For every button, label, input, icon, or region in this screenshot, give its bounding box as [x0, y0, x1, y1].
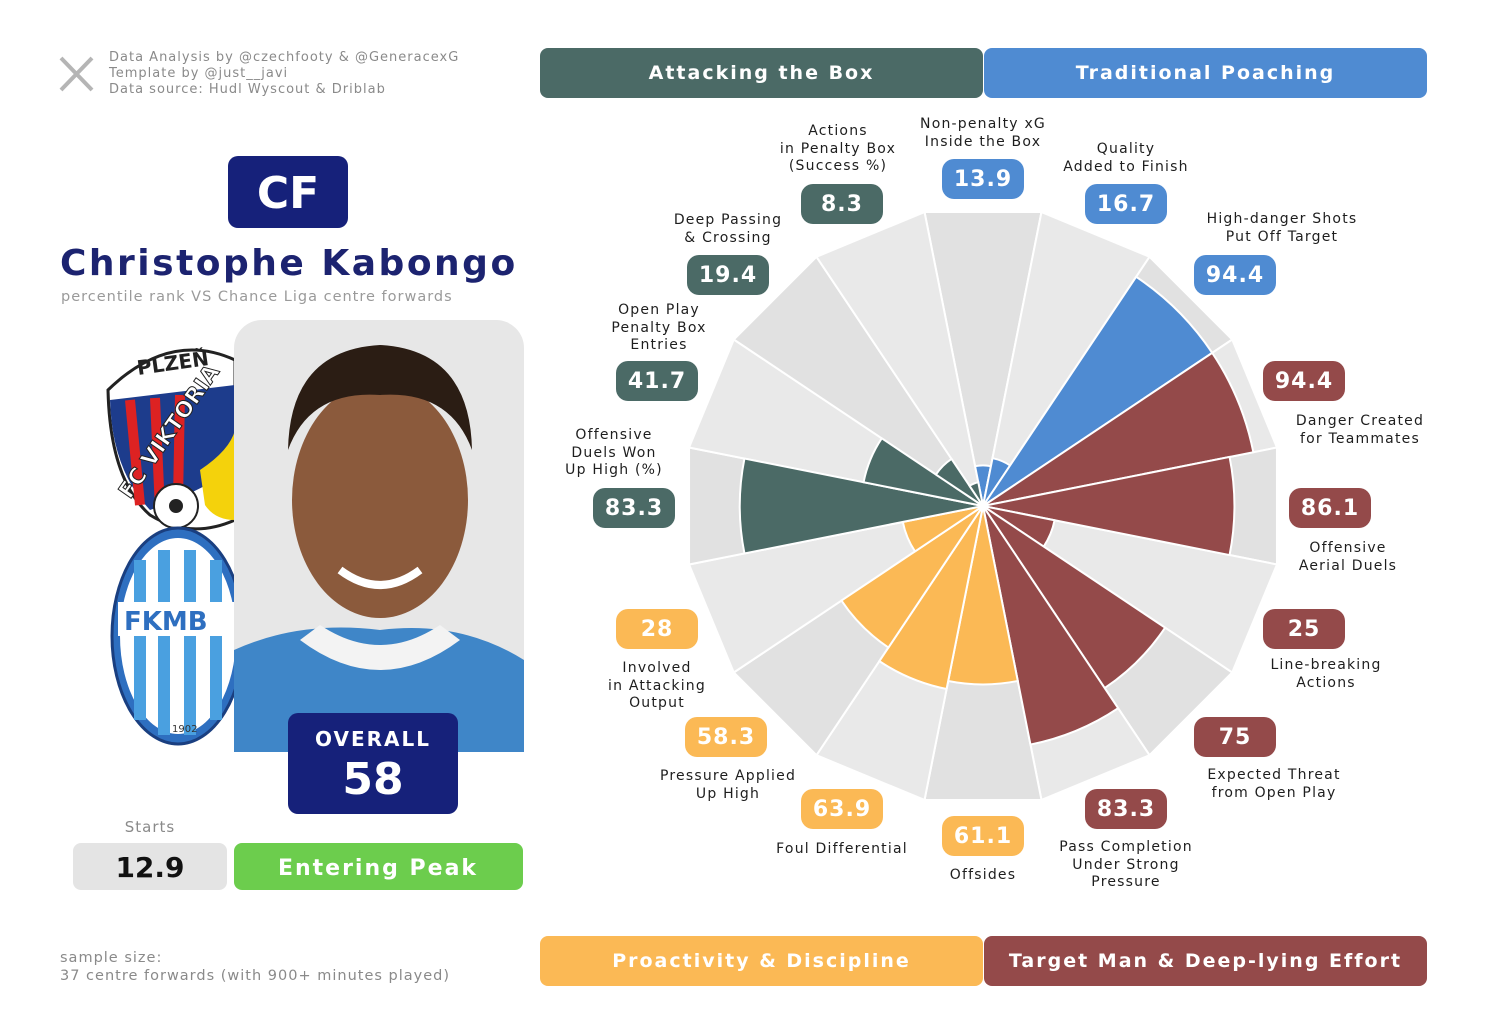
status: Entering Peak [278, 856, 478, 881]
club-logo-plzen: PLZEŇ FC VIKTORIA [106, 346, 237, 531]
position: CF [257, 168, 319, 219]
value-badge: 63.9 [801, 789, 883, 829]
logo-text: 1902 [172, 724, 197, 735]
wedge [862, 436, 984, 507]
starts-label: Starts [125, 818, 175, 836]
group-header: Attacking the Box [540, 48, 983, 98]
wedge [934, 457, 984, 507]
logo-text: FKMB [124, 607, 208, 637]
category-label: Open Play Penalty Box Entries [611, 302, 707, 353]
value-badge: 8.3 [801, 184, 883, 224]
value-badge: 86.1 [1289, 488, 1371, 528]
wedge [738, 457, 984, 555]
x-logo [59, 56, 94, 92]
value-badge: 94.4 [1263, 361, 1345, 401]
starts-box [73, 843, 227, 890]
starts-value: 12.9 [115, 851, 184, 884]
category-label: Involved in Attacking Output [608, 660, 706, 711]
overall-label: OVERALL [315, 727, 431, 751]
category-label: High-danger Shots Put Off Target [1206, 211, 1358, 245]
group-header: Target Man & Deep-lying Effort [984, 936, 1427, 986]
value-badge: 41.7 [616, 361, 698, 401]
wedge [982, 351, 1255, 507]
category-label: Pressure Applied Up High [659, 768, 797, 802]
category-label: Line-breaking Actions [1270, 657, 1382, 691]
category-label: Pass Completion Under Strong Pressure [1059, 839, 1193, 890]
wedge [968, 481, 984, 507]
category-label: Offensive Aerial Duels [1298, 540, 1398, 574]
category-label: Deep Passing & Crossing [673, 212, 783, 246]
slice-background [814, 210, 984, 507]
value-badge: 61.1 [942, 816, 1024, 856]
player-photo [234, 320, 524, 752]
credit: Data source: Hudl Wyscout & Driblab [109, 82, 386, 97]
category-label: Foul Differential [776, 841, 908, 857]
group-header: Traditional Poaching [984, 48, 1427, 98]
value-badge: 58.3 [685, 717, 767, 757]
category-label: Danger Created for Teammates [1295, 413, 1425, 447]
wedge [877, 505, 984, 691]
wedge [982, 505, 1120, 746]
value-badge: 83.3 [1085, 789, 1167, 829]
sample-text: 37 centre forwards (with 900+ minutes pl… [60, 968, 450, 984]
value-badge: 28 [616, 609, 698, 649]
category-label: Quality Added to Finish [1063, 141, 1189, 175]
overall-box [288, 713, 458, 814]
value-badge: 83.3 [593, 488, 675, 528]
pizza-chart [687, 210, 1279, 802]
player-name: Christophe Kabongo [60, 243, 518, 284]
credit: Template by @just__javi [109, 66, 289, 81]
category-label: Non-penalty xG Inside the Box [920, 116, 1046, 150]
position-badge [228, 156, 348, 228]
category-label: Actions in Penalty Box (Success %) [779, 123, 897, 174]
category-label: Offensive Duels Won Up High (%) [565, 427, 663, 478]
value-badge: 19.4 [687, 255, 769, 295]
category-label: Offsides [949, 867, 1017, 883]
value-badge: 94.4 [1194, 255, 1276, 295]
subtitle: percentile rank VS Chance Liga centre fo… [61, 289, 453, 305]
status-box [234, 843, 523, 890]
category-label: Expected Threat from Open Play [1207, 767, 1341, 801]
wedge [982, 455, 1236, 557]
overall-value: 58 [342, 754, 403, 805]
value-badge: 13.9 [942, 159, 1024, 199]
group-header: Proactivity & Discipline [540, 936, 983, 986]
club-logo-fkmb: FKMB 1902 [110, 526, 246, 746]
credit: Data Analysis by @czechfooty & @Generace… [109, 50, 460, 65]
value-badge: 16.7 [1085, 184, 1167, 224]
value-badge: 25 [1263, 609, 1345, 649]
value-badge: 75 [1194, 717, 1276, 757]
sample-text: sample size: [60, 950, 162, 966]
wedge [840, 505, 984, 649]
